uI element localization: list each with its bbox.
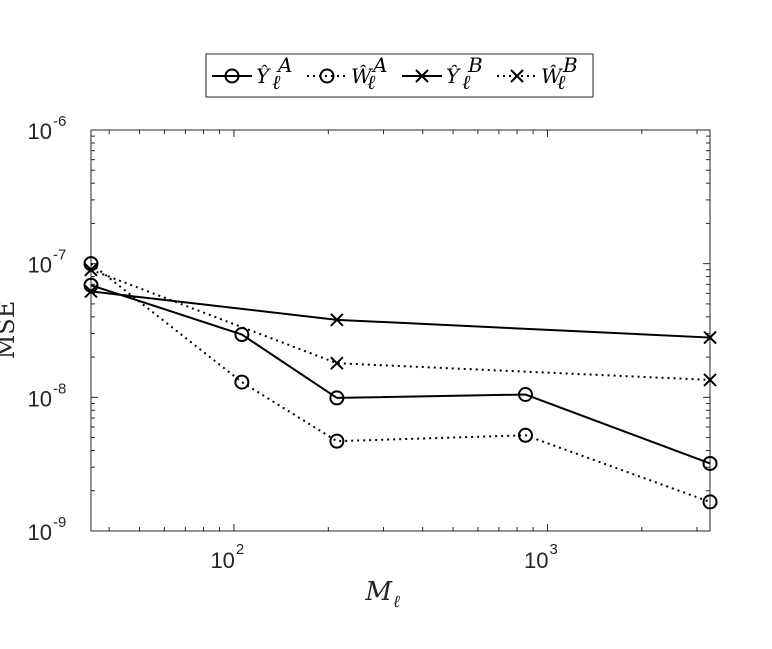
svg-text:Ŷ: Ŷ [446,64,461,88]
y-axis-label: MSE [0,301,20,360]
series-4 [84,263,717,387]
svg-text:A: A [276,53,292,77]
series-2 [83,256,718,510]
legend-item: ŴℓA [307,53,387,94]
data-point [234,374,250,390]
x-tick-label: 10 3 [524,541,558,573]
svg-text:-7: -7 [53,247,66,264]
svg-text:-9: -9 [53,514,66,531]
svg-text:B: B [467,53,483,77]
data-point [84,263,98,277]
y-tick-label: 10 -6 [28,113,67,144]
data-point [330,356,344,370]
legend-marker [319,68,335,84]
svg-text:10: 10 [524,548,548,573]
series-line [90,284,711,465]
data-point [330,313,344,327]
svg-text:ℓ: ℓ [367,70,376,94]
svg-text:ℓ: ℓ [462,70,471,94]
series-3 [84,284,717,345]
svg-text:2: 2 [236,541,244,558]
svg-text:10: 10 [28,253,52,278]
data-point [703,373,717,387]
svg-text:ℓ: ℓ [393,592,400,612]
data-point [329,390,345,406]
y-tick-label: 10 -9 [28,514,67,545]
legend-marker [510,69,524,83]
data-point [84,284,98,299]
y-tick-label: 10 -8 [28,380,67,411]
data-point [329,433,345,449]
series-1 [83,277,718,471]
legend-marker [415,69,429,83]
svg-text:Ŷ: Ŷ [256,64,271,88]
data-point [517,387,533,403]
legend-marker [224,68,240,84]
data-point [517,427,533,443]
svg-text:Ŵ: Ŵ [541,64,563,88]
y-tick-label: 10 -7 [28,247,67,278]
svg-text:10: 10 [28,520,52,545]
x-axis-label: M ℓ [364,577,400,612]
svg-text:10: 10 [28,386,52,411]
svg-text:-8: -8 [53,380,66,397]
svg-text:10: 10 [210,548,234,573]
svg-text:ℓ: ℓ [557,70,566,94]
svg-text:10: 10 [28,119,52,144]
data-point [702,494,718,510]
svg-text:B: B [562,53,578,77]
series-line [90,262,711,503]
legend-item: ŴℓB [497,53,578,94]
svg-text:3: 3 [549,541,557,558]
plot-area [90,129,711,532]
data-point [234,327,250,343]
svg-text:Ŵ: Ŵ [351,64,373,88]
svg-text:-6: -6 [53,113,66,130]
x-tick-label: 10 2 [210,541,244,573]
svg-text:ℓ: ℓ [272,70,281,94]
data-point [702,455,718,471]
svg-text:M: M [364,577,393,607]
data-point [703,330,717,345]
svg-text:A: A [371,53,387,77]
